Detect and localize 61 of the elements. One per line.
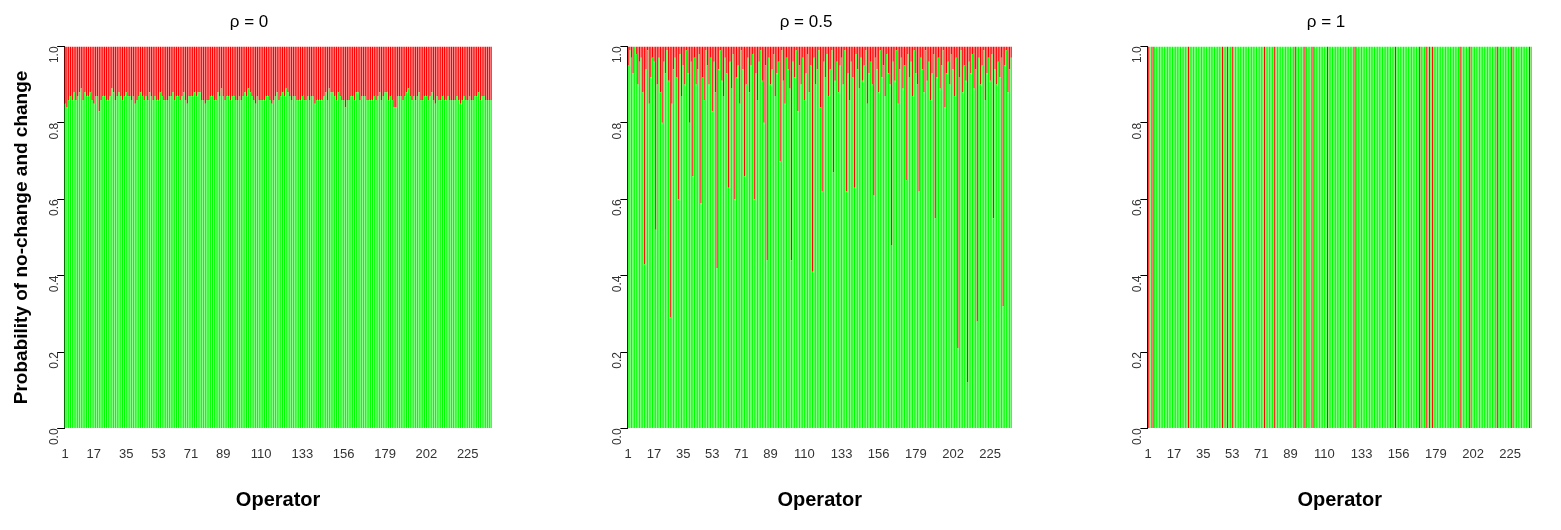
x-tick-label: 35: [118, 445, 134, 461]
x-tick-label: 225: [979, 445, 1002, 461]
x-axis-title: Operator: [1297, 487, 1383, 510]
y-tick-label: 0.0: [46, 428, 61, 446]
x-tick-label: 35: [1195, 445, 1211, 461]
chart-title: ρ = 0.5: [779, 11, 833, 31]
y-tick-label: 0.2: [609, 351, 624, 369]
x-tick-label: 133: [291, 445, 314, 461]
x-tick-label: 17: [646, 445, 662, 461]
x-tick-label: 110: [793, 445, 815, 461]
x-tick-label: 133: [1350, 445, 1373, 461]
x-tick-label: 35: [675, 445, 691, 461]
y-tick-label: 1.0: [46, 46, 61, 64]
y-tick-label: 0.4: [1129, 275, 1144, 293]
x-tick-label: 225: [1499, 445, 1522, 461]
x-tick-label: 202: [1462, 445, 1484, 461]
y-tick-label: 0.6: [609, 198, 624, 216]
y-tick-label: 0.2: [1129, 351, 1144, 369]
x-tick-label: 17: [86, 445, 102, 461]
y-tick-label: 0.2: [46, 351, 61, 369]
x-tick-label: 71: [183, 445, 199, 461]
x-tick-label: 1: [1144, 445, 1152, 461]
x-tick-label: 17: [1166, 445, 1182, 461]
x-tick-label: 89: [216, 445, 231, 461]
x-tick-label: 71: [734, 445, 749, 461]
x-tick-label: 1: [624, 445, 632, 461]
x-axis-title: Operator: [235, 487, 321, 510]
x-axis-title: Operator: [777, 487, 863, 510]
x-tick-label: 110: [250, 445, 272, 461]
x-tick-label: 133: [830, 445, 853, 461]
x-tick-label: 156: [867, 445, 890, 461]
x-tick-label: 156: [1387, 445, 1410, 461]
x-tick-label: 53: [1225, 445, 1240, 461]
y-tick-label: 0.4: [46, 275, 61, 293]
chart-title: ρ = 0: [229, 11, 269, 31]
y-tick-label: 0.0: [1129, 428, 1144, 446]
x-tick-label: 89: [763, 445, 778, 461]
x-tick-label: 156: [332, 445, 355, 461]
x-tick-label: 179: [1425, 445, 1447, 461]
y-tick-label: 0.6: [1129, 198, 1144, 216]
y-tick-label: 1.0: [1129, 46, 1144, 64]
y-axis-title: Probability of no-change and change: [9, 70, 31, 405]
y-tick-label: 0.8: [46, 122, 61, 140]
x-tick-label: 179: [374, 445, 396, 461]
x-tick-label: 89: [1283, 445, 1298, 461]
x-tick-label: 53: [705, 445, 720, 461]
y-tick-label: 0.6: [46, 198, 61, 216]
x-tick-label: 110: [1313, 445, 1335, 461]
x-tick-label: 53: [151, 445, 166, 461]
x-tick-label: 179: [905, 445, 927, 461]
chart-title: ρ = 1: [1306, 11, 1346, 31]
y-tick-label: 0.8: [1129, 122, 1144, 140]
y-tick-label: 1.0: [609, 46, 624, 64]
y-tick-label: 0.8: [609, 122, 624, 140]
x-tick-label: 1: [61, 445, 69, 461]
x-tick-label: 225: [456, 445, 479, 461]
x-tick-label: 202: [942, 445, 964, 461]
x-tick-label: 71: [1254, 445, 1269, 461]
y-tick-label: 0.0: [609, 428, 624, 446]
y-tick-label: 0.4: [609, 275, 624, 293]
x-tick-label: 202: [415, 445, 438, 461]
